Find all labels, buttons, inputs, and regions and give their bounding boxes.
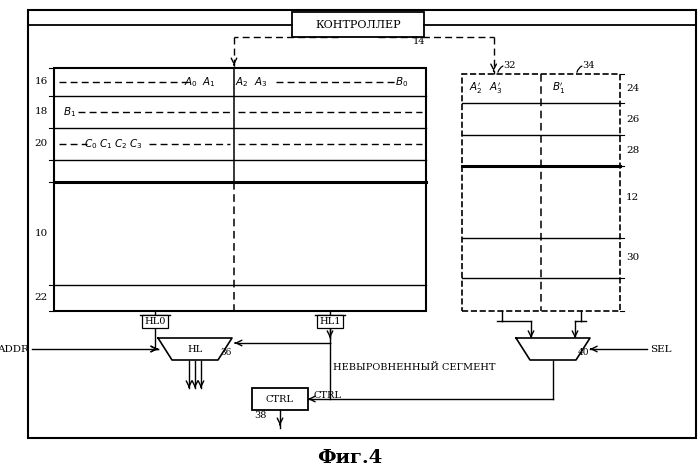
Bar bbox=[462, 74, 620, 311]
Text: CTRL: CTRL bbox=[266, 395, 294, 403]
Text: 36: 36 bbox=[220, 348, 231, 357]
Text: ADDR: ADDR bbox=[0, 344, 29, 353]
Text: 34: 34 bbox=[582, 60, 595, 69]
Text: $C_3$: $C_3$ bbox=[129, 137, 143, 151]
Text: 38: 38 bbox=[254, 410, 266, 419]
Bar bbox=[54, 68, 426, 311]
Bar bbox=[252, 388, 308, 410]
Text: $C_0$: $C_0$ bbox=[85, 137, 98, 151]
Text: HL0: HL0 bbox=[144, 317, 166, 326]
Text: Фиг.4: Фиг.4 bbox=[317, 449, 382, 467]
Text: $C_2$: $C_2$ bbox=[115, 137, 127, 151]
Polygon shape bbox=[516, 338, 590, 360]
Text: 22: 22 bbox=[35, 294, 48, 303]
Text: 20: 20 bbox=[35, 140, 48, 149]
Text: CTRL: CTRL bbox=[313, 391, 341, 400]
Text: 40: 40 bbox=[578, 348, 589, 357]
Text: $B_1'$: $B_1'$ bbox=[552, 81, 565, 96]
Text: КОНТРОЛЛЕР: КОНТРОЛЛЕР bbox=[315, 19, 401, 29]
Text: 26: 26 bbox=[626, 114, 640, 124]
Text: $B_0$: $B_0$ bbox=[396, 75, 409, 89]
Text: HL: HL bbox=[187, 344, 203, 353]
Text: SEL: SEL bbox=[650, 344, 672, 353]
Text: $B_1$: $B_1$ bbox=[63, 105, 76, 119]
Bar bbox=[142, 315, 168, 328]
Text: $A_2$: $A_2$ bbox=[236, 75, 249, 89]
Bar bbox=[292, 12, 424, 37]
Text: 24: 24 bbox=[626, 84, 640, 93]
Text: 16: 16 bbox=[35, 77, 48, 86]
Text: 14: 14 bbox=[413, 37, 426, 46]
Text: 28: 28 bbox=[626, 146, 640, 155]
Text: НЕВЫРОВНЕННЫЙ СЕГМЕНТ: НЕВЫРОВНЕННЫЙ СЕГМЕНТ bbox=[333, 363, 496, 372]
Text: $A_2'$: $A_2'$ bbox=[469, 81, 483, 96]
Text: 32: 32 bbox=[503, 60, 516, 69]
Text: 10: 10 bbox=[35, 229, 48, 238]
Text: 30: 30 bbox=[626, 254, 640, 263]
Text: 18: 18 bbox=[35, 107, 48, 116]
Polygon shape bbox=[158, 338, 232, 360]
Text: $A_3'$: $A_3'$ bbox=[489, 81, 503, 96]
Text: 12: 12 bbox=[626, 192, 640, 201]
Text: $A_3$: $A_3$ bbox=[254, 75, 268, 89]
Text: $C_1$: $C_1$ bbox=[99, 137, 113, 151]
Text: HL1: HL1 bbox=[319, 317, 340, 326]
Text: $A_1$: $A_1$ bbox=[202, 75, 216, 89]
Bar bbox=[317, 315, 343, 328]
Text: $A_0$: $A_0$ bbox=[184, 75, 198, 89]
